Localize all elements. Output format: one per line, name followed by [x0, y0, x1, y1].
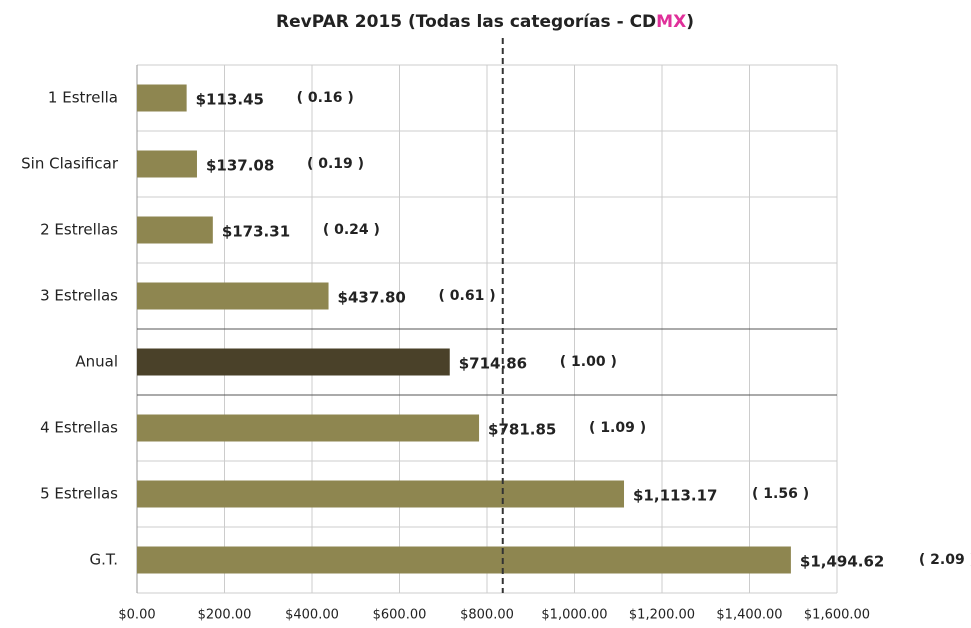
- bar: [137, 150, 197, 178]
- ratio-label: ( 2.09 ): [919, 552, 971, 568]
- bar: [137, 414, 480, 442]
- value-label: $173.31: [222, 223, 290, 241]
- bar: [137, 546, 791, 574]
- value-label: $714.86: [459, 355, 527, 373]
- ratio-label: ( 1.09 ): [589, 420, 646, 436]
- title-part: RevPAR 2015 (Todas las categorías - CD: [276, 12, 656, 32]
- ratio-label: ( 0.61 ): [439, 288, 496, 304]
- y-tick-label: 1 Estrella: [48, 89, 118, 107]
- bar: [137, 84, 187, 112]
- x-tick-label: $800.00: [460, 608, 514, 623]
- y-tick-label: 4 Estrellas: [40, 419, 118, 437]
- y-tick-label: 3 Estrellas: [40, 287, 118, 305]
- y-tick-label: 5 Estrellas: [40, 485, 118, 503]
- ratio-label: ( 0.19 ): [307, 156, 364, 172]
- y-tick-label: G.T.: [89, 551, 118, 569]
- value-label: $1,494.62: [800, 553, 884, 571]
- x-tick-label: $1,000.00: [541, 608, 607, 623]
- value-label: $137.08: [206, 157, 274, 175]
- y-tick-label: Anual: [75, 353, 118, 371]
- bar: [137, 480, 625, 508]
- bar: [137, 216, 213, 244]
- value-label: $113.45: [196, 91, 264, 109]
- x-tick-label: $400.00: [285, 608, 339, 623]
- y-tick-label: 2 Estrellas: [40, 221, 118, 239]
- ratio-label: ( 1.56 ): [752, 486, 809, 502]
- value-label: $437.80: [338, 289, 406, 307]
- chart-title: RevPAR 2015 (Todas las categorías - CDMX…: [276, 12, 694, 32]
- ratio-label: ( 0.16 ): [297, 90, 354, 106]
- bar: [137, 348, 450, 376]
- title-part: MX: [656, 12, 686, 32]
- ratio-label: ( 1.00 ): [560, 354, 617, 370]
- x-tick-label: $1,200.00: [629, 608, 695, 623]
- x-tick-label: $200.00: [198, 608, 252, 623]
- bar: [137, 282, 329, 310]
- title-part: ): [686, 12, 694, 32]
- x-tick-label: $1,600.00: [804, 608, 870, 623]
- value-label: $1,113.17: [633, 487, 717, 505]
- x-tick-label: $0.00: [118, 608, 155, 623]
- x-tick-label: $600.00: [373, 608, 427, 623]
- y-tick-label: Sin Clasificar: [21, 155, 119, 173]
- ratio-label: ( 0.24 ): [323, 222, 380, 238]
- value-label: $781.85: [488, 421, 556, 439]
- x-tick-label: $1,400.00: [716, 608, 782, 623]
